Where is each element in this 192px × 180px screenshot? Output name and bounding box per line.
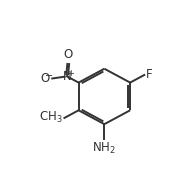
Text: O: O — [41, 72, 50, 85]
Text: +: + — [67, 69, 74, 78]
Text: N: N — [63, 70, 71, 83]
Text: −: − — [45, 71, 54, 81]
Text: CH$_3$: CH$_3$ — [39, 110, 63, 125]
Text: NH$_2$: NH$_2$ — [92, 141, 116, 156]
Text: O: O — [64, 48, 73, 61]
Text: F: F — [146, 68, 152, 82]
